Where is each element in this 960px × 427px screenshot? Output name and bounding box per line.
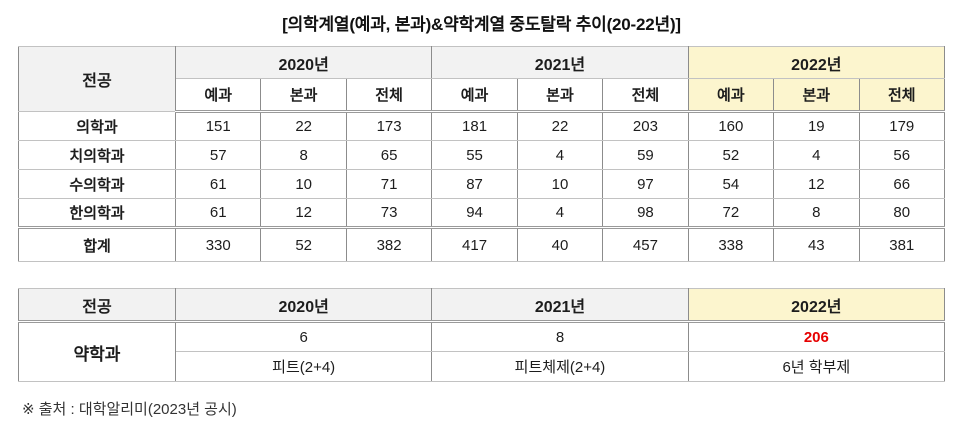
cell-r1-c8: 56 [858, 140, 945, 170]
cell-r4-c6: 338 [687, 226, 775, 262]
cell-r2-c5: 97 [602, 169, 689, 199]
pharmacy-count-2022: 206 [687, 321, 946, 352]
year-header-2022: 2022년 [687, 288, 946, 323]
corner-header: 전공 [18, 288, 176, 323]
cell-r3-c6: 72 [687, 198, 775, 228]
cell-r4-c4: 40 [516, 226, 604, 262]
subheader-2021-premed: 예과 [431, 78, 518, 113]
cell-r2-c4: 10 [516, 169, 604, 199]
row-label: 합계 [18, 226, 176, 262]
cell-r2-c1: 10 [260, 169, 347, 199]
subheader-2021-main: 본과 [516, 78, 604, 113]
cell-r0-c1: 22 [260, 111, 347, 141]
cell-r0-c2: 173 [345, 111, 433, 141]
cell-r3-c3: 94 [431, 198, 518, 228]
cell-r4-c8: 381 [858, 226, 945, 262]
cell-r2-c2: 71 [345, 169, 433, 199]
cell-r1-c4: 4 [516, 140, 604, 170]
cell-r0-c0: 151 [174, 111, 262, 141]
cell-r4-c7: 43 [773, 226, 860, 262]
cell-r4-c2: 382 [345, 226, 433, 262]
cell-r4-c0: 330 [174, 226, 262, 262]
cell-r1-c0: 57 [174, 140, 262, 170]
pharmacy-system-row: 피트(2+4) 피트체제(2+4) 6년 학부제 [19, 351, 946, 382]
cell-r0-c4: 22 [516, 111, 604, 141]
year-header-2020: 2020년 [174, 288, 433, 323]
cell-r1-c7: 4 [773, 140, 860, 170]
cell-r3-c7: 8 [773, 198, 860, 228]
year-header-row: 전공 2020년 2021년 2022년 [18, 46, 946, 112]
row-label: 의학과 [18, 111, 176, 141]
subheader-row: 예과 본과 전체 예과 본과 전체 예과 본과 전체 [19, 78, 945, 113]
subheader-2020-total: 전체 [345, 78, 433, 113]
year-header-row: 전공 2020년 2021년 2022년 [18, 288, 946, 323]
pharmacy-count-2020: 6 [174, 321, 433, 352]
cell-r3-c8: 80 [858, 198, 945, 228]
corner-header: 전공 [18, 46, 176, 112]
cell-r2-c3: 87 [431, 169, 518, 199]
subheader-2022-main: 본과 [773, 78, 860, 113]
cell-r2-c7: 12 [773, 169, 860, 199]
cell-r1-c1: 8 [260, 140, 347, 170]
cell-r2-c8: 66 [858, 169, 945, 199]
cell-r1-c2: 65 [345, 140, 433, 170]
cell-r4-c3: 417 [431, 226, 518, 262]
subheader-2020-main: 본과 [260, 78, 347, 113]
medical-dropout-table: 전공 2020년 2021년 2022년 예과 본과 전체 예과 본과 전체 예… [18, 46, 946, 262]
cell-r1-c6: 52 [687, 140, 775, 170]
cell-r0-c6: 160 [687, 111, 775, 141]
year-header-2021: 2021년 [431, 288, 689, 323]
subheader-2021-total: 전체 [602, 78, 689, 113]
table-row-medicine: 의학과 151 22 173 181 22 203 160 19 179 [18, 111, 945, 141]
row-label: 한의학과 [18, 198, 176, 228]
cell-r2-c6: 54 [687, 169, 775, 199]
cell-r3-c4: 4 [516, 198, 604, 228]
table-row-korean-medicine: 한의학과 61 12 73 94 4 98 72 8 80 [18, 198, 945, 228]
row-label: 치의학과 [18, 140, 176, 170]
pharmacy-system-2021: 피트체제(2+4) [431, 351, 689, 382]
cell-r0-c3: 181 [431, 111, 518, 141]
cell-r0-c8: 179 [858, 111, 945, 141]
pharmacy-system-2020: 피트(2+4) [174, 351, 433, 382]
source-note: ※ 출처 : 대학알리미(2023년 공시) [22, 401, 237, 418]
subheader-2020-premed: 예과 [174, 78, 262, 113]
cell-r0-c7: 19 [773, 111, 860, 141]
pharmacy-count-2021: 8 [431, 321, 689, 352]
page-title: [의학계열(예과, 본과)&약학계열 중도탈락 추이(20-22년)] [282, 15, 681, 34]
year-header-2021: 2021년 [431, 46, 689, 79]
table-row-total: 합계 330 52 382 417 40 457 338 43 381 [18, 226, 945, 262]
cell-r3-c1: 12 [260, 198, 347, 228]
cell-r4-c5: 457 [602, 226, 689, 262]
cell-r3-c2: 73 [345, 198, 433, 228]
pharmacy-system-2022: 6년 학부제 [687, 351, 946, 382]
cell-r4-c1: 52 [260, 226, 347, 262]
table-row-veterinary: 수의학과 61 10 71 87 10 97 54 12 66 [18, 169, 945, 199]
cell-r2-c0: 61 [174, 169, 262, 199]
pharmacy-dropout-table: 전공 2020년 2021년 2022년 약학과 6 8 206 피트(2+4)… [18, 288, 946, 382]
cell-r1-c3: 55 [431, 140, 518, 170]
cell-r0-c5: 203 [602, 111, 689, 141]
row-label-pharmacy: 약학과 [18, 321, 176, 382]
subheader-2022-premed: 예과 [687, 78, 775, 113]
year-header-2020: 2020년 [174, 46, 433, 79]
row-label: 수의학과 [18, 169, 176, 199]
cell-r1-c5: 59 [602, 140, 689, 170]
cell-r3-c5: 98 [602, 198, 689, 228]
subheader-2022-total: 전체 [858, 78, 945, 113]
year-header-2022: 2022년 [687, 46, 946, 79]
cell-r3-c0: 61 [174, 198, 262, 228]
pharmacy-counts-row: 약학과 6 8 206 [18, 321, 946, 382]
table-row-dentistry: 치의학과 57 8 65 55 4 59 52 4 56 [18, 140, 945, 170]
